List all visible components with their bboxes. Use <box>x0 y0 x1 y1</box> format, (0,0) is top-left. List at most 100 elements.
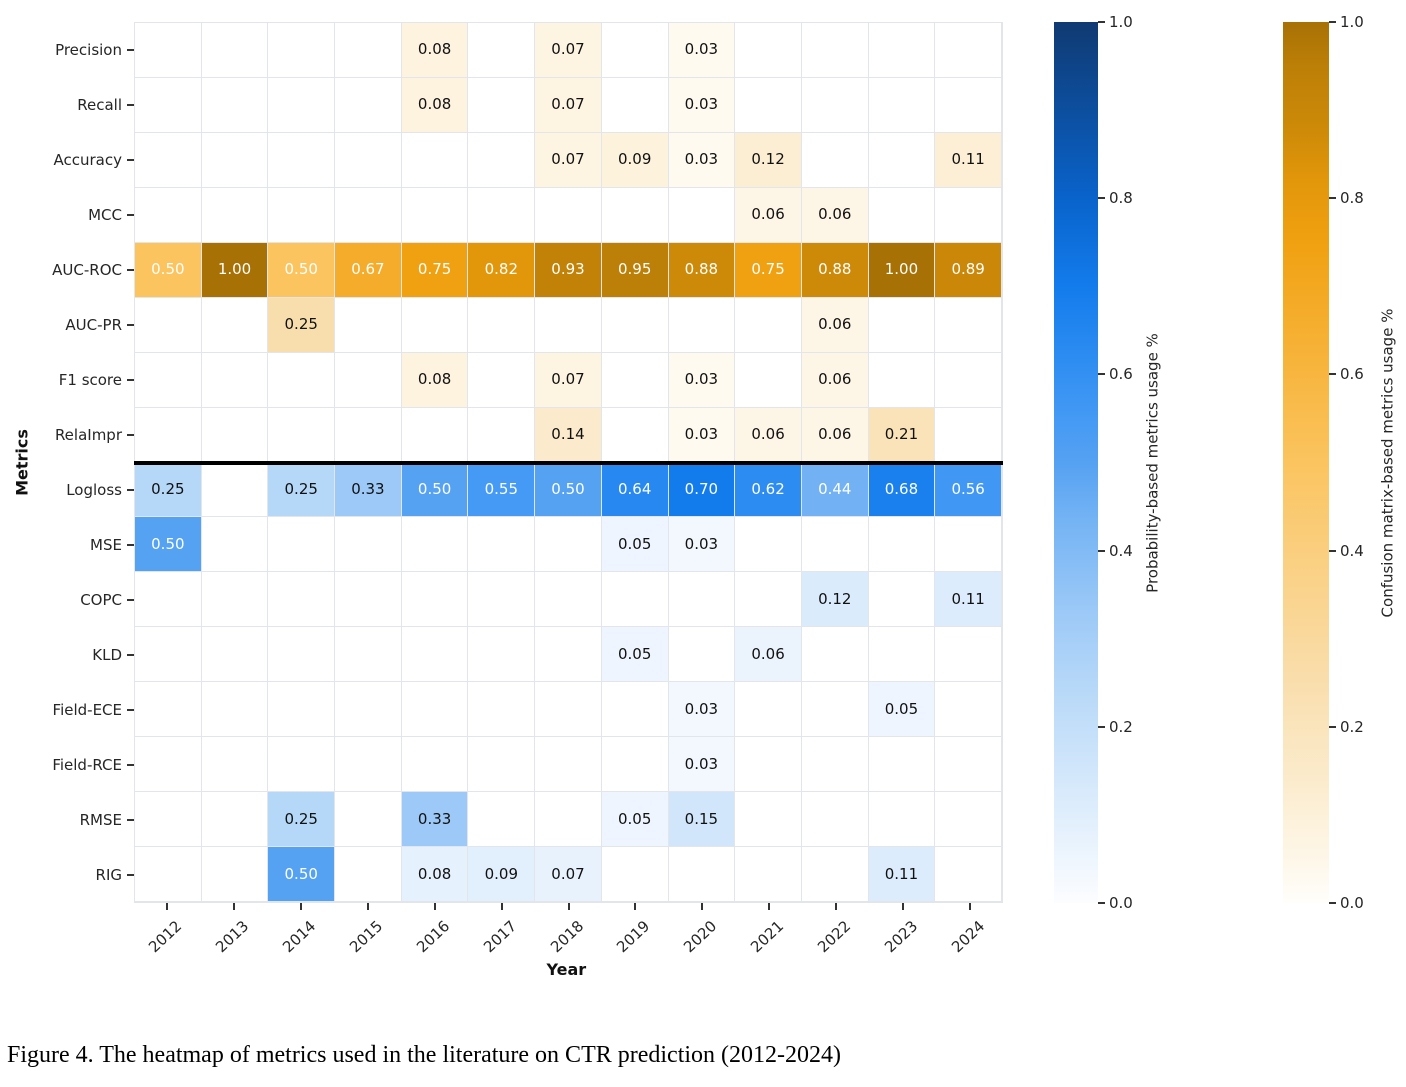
colorbar-tick-mark <box>1329 373 1336 376</box>
heatmap-cell-relaimpr-2024 <box>935 407 1002 463</box>
heatmap-cell-auc-roc-2015: 0.67 <box>335 242 402 298</box>
heatmap-cell-rmse-2021 <box>735 792 802 848</box>
x-tick-mark <box>768 903 771 910</box>
heatmap-cell-recall-2021 <box>735 77 802 133</box>
colorbar-tick-label: 0.2 <box>1109 717 1133 736</box>
heatmap-cell-logloss-2021: 0.62 <box>735 462 802 518</box>
heatmap-cell-copc-2015 <box>335 572 402 628</box>
figure-caption: Figure 4. The heatmap of metrics used in… <box>7 1042 842 1068</box>
colorbar-tick-label: 0.6 <box>1340 365 1364 384</box>
heatmap-cell-rmse-2020: 0.15 <box>668 792 736 848</box>
heatmap-cell-precision-2014 <box>268 23 336 78</box>
heatmap-cell-copc-2020 <box>668 572 736 628</box>
colorbar-tick-mark <box>1329 549 1336 552</box>
heatmap-cell-auc-roc-2021: 0.75 <box>735 242 802 298</box>
heatmap-cell-relaimpr-2016 <box>401 407 469 463</box>
heatmap-cell-rmse-2023 <box>868 792 936 848</box>
heatmap-cell-field-ece-2022 <box>801 682 869 738</box>
heatmap-cell-kld-2018 <box>535 627 602 683</box>
heatmap-cell-rmse-2015 <box>335 792 402 848</box>
colorbar-tick-mark <box>1329 197 1336 200</box>
heatmap-cell-f1-score-2014 <box>268 352 336 408</box>
y-tick-label-auc-roc: AUC-ROC <box>52 260 122 279</box>
heatmap-cell-auc-roc-2022: 0.88 <box>801 242 869 298</box>
y-tick-mark <box>127 48 134 51</box>
heatmap-cell-relaimpr-2020: 0.03 <box>668 407 736 463</box>
x-tick-label-2024: 2024 <box>947 917 988 957</box>
heatmap-cell-field-rce-2014 <box>268 737 336 793</box>
colorbar-confusion <box>1283 22 1329 903</box>
colorbar-tick-mark <box>1098 373 1105 376</box>
heatmap-cell-relaimpr-2023: 0.21 <box>868 407 936 463</box>
heatmap-cell-kld-2024 <box>935 627 1002 683</box>
y-tick-mark <box>127 323 134 326</box>
x-tick-label-2019: 2019 <box>613 917 654 957</box>
heatmap-cell-kld-2019: 0.05 <box>601 627 669 683</box>
y-tick-mark <box>127 213 134 216</box>
y-tick-label-precision: Precision <box>55 40 122 59</box>
heatmap-cell-copc-2024: 0.11 <box>935 572 1002 628</box>
heatmap-cell-mse-2013 <box>201 517 269 573</box>
heatmap-cell-kld-2022 <box>801 627 869 683</box>
heatmap-cell-relaimpr-2015 <box>335 407 402 463</box>
heatmap-cell-rig-2017: 0.09 <box>468 847 536 902</box>
x-tick-label-2012: 2012 <box>145 917 186 957</box>
x-tick-mark <box>634 903 637 910</box>
heatmap-cell-rig-2024 <box>935 847 1002 902</box>
x-tick-mark <box>901 903 904 910</box>
y-tick-mark <box>127 599 134 602</box>
heatmap-cell-kld-2013 <box>201 627 269 683</box>
heatmap-cell-field-rce-2012 <box>135 737 202 793</box>
x-tick-label-2016: 2016 <box>412 917 454 957</box>
heatmap-cell-logloss-2022: 0.44 <box>801 462 869 518</box>
heatmap-cell-recall-2023 <box>868 77 936 133</box>
heatmap-cell-mse-2020: 0.03 <box>668 517 736 573</box>
heatmap-cell-mse-2024 <box>935 517 1002 573</box>
heatmap-cell-copc-2018 <box>535 572 602 628</box>
heatmap-cell-kld-2016 <box>401 627 469 683</box>
heatmap-cell-auc-pr-2016 <box>401 297 469 353</box>
x-tick-label-2020: 2020 <box>680 917 721 957</box>
heatmap-cell-copc-2021 <box>735 572 802 628</box>
x-tick-label-2021: 2021 <box>747 917 788 957</box>
heatmap-cell-auc-pr-2020 <box>668 297 736 353</box>
y-tick-mark <box>127 378 134 381</box>
heatmap-cell-recall-2012 <box>135 77 202 133</box>
heatmap-cell-auc-roc-2013: 1.00 <box>201 242 269 298</box>
y-tick-mark <box>127 764 134 767</box>
x-axis-title: Year <box>546 960 587 979</box>
x-tick-mark <box>834 903 837 910</box>
heatmap-cell-mcc-2024 <box>935 187 1002 243</box>
heatmap-cell-recall-2024 <box>935 77 1002 133</box>
heatmap-cell-field-rce-2020: 0.03 <box>668 737 736 793</box>
heatmap-cell-rmse-2019: 0.05 <box>601 792 669 848</box>
colorbar-tick-label: 0.6 <box>1109 365 1133 384</box>
heatmap-cell-f1-score-2013 <box>201 352 269 408</box>
heatmap-cell-copc-2016 <box>401 572 469 628</box>
colorbar-label-confusion: Confusion matrix-based metrics usage % <box>1378 308 1396 617</box>
heatmap-cell-rig-2016: 0.08 <box>401 847 469 902</box>
heatmap-cell-copc-2019 <box>601 572 669 628</box>
heatmap-cell-field-ece-2023: 0.05 <box>868 682 936 738</box>
heatmap-cell-field-rce-2016 <box>401 737 469 793</box>
heatmap-cell-rig-2012 <box>135 847 202 902</box>
heatmap-cell-rig-2020 <box>668 847 736 902</box>
colorbar-tick-label: 1.0 <box>1109 13 1133 31</box>
heatmap-cell-auc-roc-2014: 0.50 <box>268 242 336 298</box>
heatmap-cell-rig-2014: 0.50 <box>268 847 336 902</box>
heatmap-cell-accuracy-2017 <box>468 132 536 188</box>
x-tick-label-2022: 2022 <box>813 917 855 957</box>
heatmap-cell-mse-2023 <box>868 517 936 573</box>
heatmap-cell-f1-score-2024 <box>935 352 1002 408</box>
heatmap-cell-rmse-2018 <box>535 792 602 848</box>
y-tick-label-f1-score: F1 score <box>58 370 122 389</box>
heatmap-cell-precision-2023 <box>868 23 936 78</box>
colorbar-tick-label: 0.4 <box>1109 541 1133 560</box>
y-tick-label-field-rce: Field-RCE <box>52 756 122 775</box>
x-tick-mark <box>701 903 704 910</box>
heatmap-cell-accuracy-2016 <box>401 132 469 188</box>
y-tick-label-field-ece: Field-ECE <box>52 701 122 720</box>
heatmap-cell-relaimpr-2013 <box>201 407 269 463</box>
heatmap-cell-auc-pr-2023 <box>868 297 936 353</box>
y-axis-title: Metrics <box>12 428 32 496</box>
